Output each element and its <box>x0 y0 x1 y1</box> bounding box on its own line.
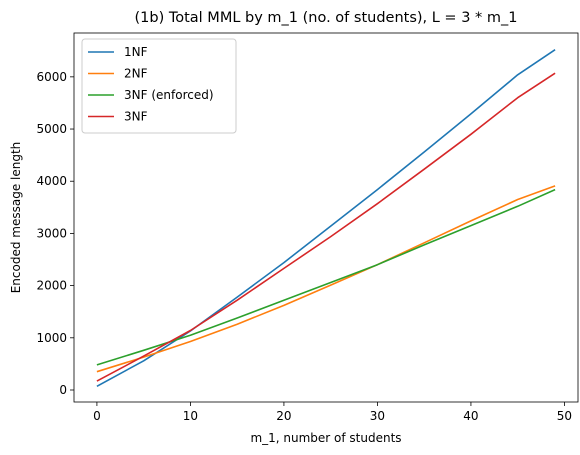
axis-ticks: 0 10 20 30 40 50 0 1000 2000 3000 4000 5000 6000 <box>36 70 572 423</box>
x-tick-label: 10 <box>183 409 198 423</box>
x-tick-label: 50 <box>557 409 572 423</box>
y-tick-label: 0 <box>59 383 67 397</box>
plot-border <box>73 32 579 403</box>
chart-title: (1b) Total MML by m_1 (no. of students),… <box>134 10 517 26</box>
legend: 1NF 2NF 3NF (enforced) 3NF <box>81 38 237 134</box>
y-axis-label: Encoded message length <box>9 142 23 294</box>
series-line-3nf <box>96 72 556 382</box>
series-line-2nf <box>96 185 556 373</box>
y-tick-label: 5000 <box>36 122 67 136</box>
x-tick-label: 30 <box>370 409 385 423</box>
series-lines <box>96 49 556 388</box>
y-tick-label: 1000 <box>36 331 67 345</box>
legend-box <box>81 38 237 134</box>
legend-entry: 2NF <box>124 67 148 81</box>
x-tick-label: 20 <box>276 409 291 423</box>
y-tick-label: 6000 <box>36 70 67 84</box>
x-tick-label: 0 <box>93 409 101 423</box>
series-line-3nf-enforced <box>96 188 556 366</box>
y-tick-label: 3000 <box>36 226 67 240</box>
y-tick-label: 4000 <box>36 174 67 188</box>
legend-entry: 3NF (enforced) <box>124 88 214 102</box>
legend-entry: 1NF <box>124 45 148 59</box>
y-tick-label: 2000 <box>36 279 67 293</box>
x-tick-label: 40 <box>463 409 478 423</box>
x-axis-label: m_1, number of students <box>250 431 401 445</box>
legend-entry: 3NF <box>124 110 148 124</box>
